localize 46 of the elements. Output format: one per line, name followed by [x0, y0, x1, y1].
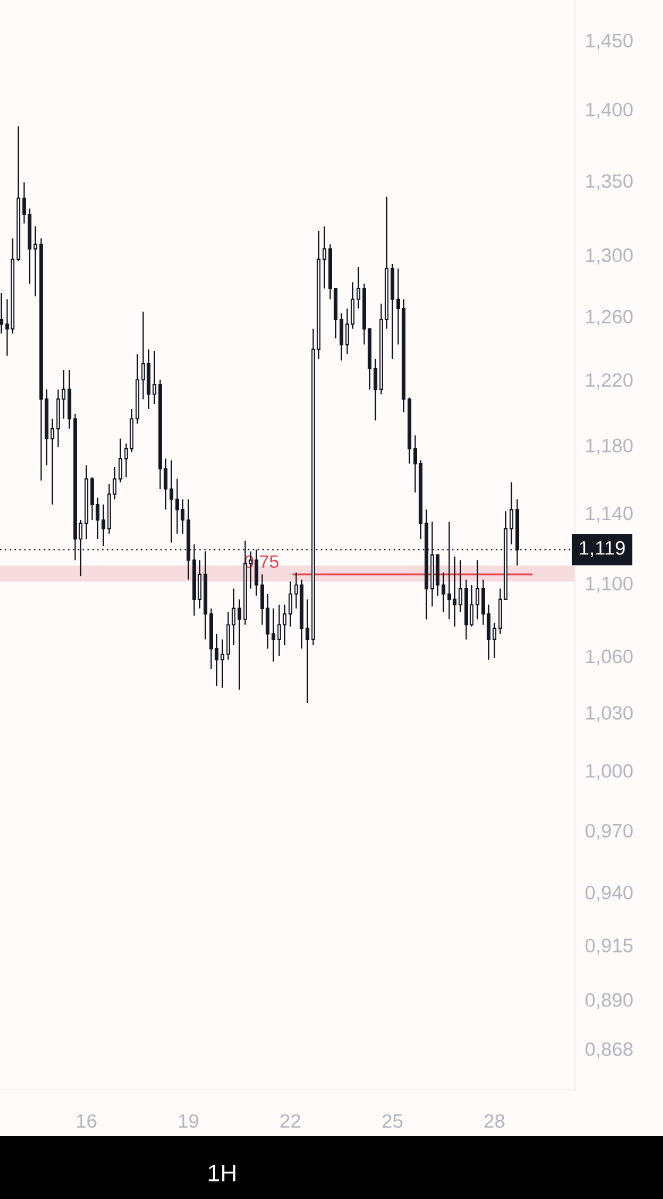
- candlestick: [50, 418, 55, 506]
- candlestick: [452, 555, 457, 628]
- candlestick: [260, 573, 264, 626]
- y-tick-label: 1,450: [586, 33, 633, 50]
- y-tick-label: 1,100: [586, 576, 633, 593]
- candlestick: [124, 442, 128, 478]
- candlestick: [22, 181, 26, 225]
- candlestick: [0, 292, 4, 335]
- y-tick-label: 1,140: [586, 506, 633, 523]
- x-tick-label: 25: [382, 1114, 403, 1128]
- x-tick-label: 22: [280, 1114, 301, 1128]
- y-tick-label: 1,350: [586, 174, 633, 191]
- candlestick: [322, 225, 327, 290]
- candlestick: [5, 298, 9, 357]
- y-tick-label: 1,060: [586, 649, 633, 666]
- candlestick: [396, 267, 400, 346]
- ref-line-label: 1,119: [579, 541, 625, 558]
- candlestick: [469, 584, 474, 628]
- candlestick: [277, 604, 281, 657]
- y-tick-label: 1,220: [586, 373, 633, 390]
- candlestick: [141, 311, 145, 400]
- candlestick: [294, 571, 298, 610]
- candlestick: [180, 498, 185, 535]
- candlestick: [169, 459, 174, 544]
- y-tick-label: 1,300: [586, 248, 633, 265]
- candlestick: [345, 307, 349, 355]
- y-tick-label: 0,915: [585, 938, 633, 955]
- y-tick-label: 0,970: [585, 823, 633, 840]
- y-tick-label: 1,400: [586, 102, 633, 119]
- x-tick-label: 19: [179, 1114, 199, 1128]
- candlestick: [288, 580, 293, 628]
- y-tick-label: 1,260: [586, 309, 633, 326]
- y-tick-label: 0,940: [585, 885, 633, 902]
- y-tick-label: 0,890: [585, 993, 633, 1010]
- candlestick: [413, 434, 417, 494]
- x-tick-label: 16: [77, 1114, 97, 1128]
- candlestick: [441, 571, 446, 613]
- x-tick-label: 28: [484, 1114, 505, 1128]
- candlestick: [33, 225, 38, 297]
- y-tick-label: 1,030: [586, 705, 633, 723]
- y-tick-label: 0,868: [585, 1042, 633, 1059]
- candlestick: [271, 607, 276, 663]
- y-tick-label: 1,000: [586, 764, 633, 781]
- candlestick: [175, 478, 179, 535]
- text: 1H: [208, 1164, 236, 1182]
- y-tick-label: 1,180: [586, 438, 633, 455]
